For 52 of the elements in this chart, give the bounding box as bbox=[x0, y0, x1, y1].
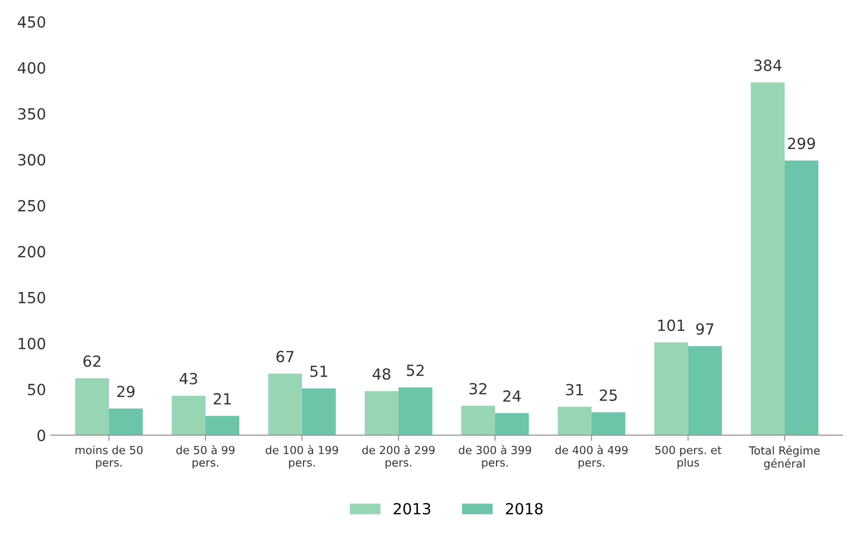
y-tick-label: 0 bbox=[37, 430, 46, 442]
y-tick-label: 250 bbox=[18, 200, 46, 212]
data-label: 21 bbox=[214, 393, 231, 404]
legend-label: 2018 bbox=[506, 502, 543, 515]
x-tick-label: de 200 à 299 pers. bbox=[362, 445, 435, 469]
bar bbox=[398, 387, 432, 436]
x-tick-label: de 400 à 499 pers. bbox=[555, 445, 628, 469]
bar bbox=[558, 406, 592, 436]
x-tick-label: de 50 à 99 pers. bbox=[176, 445, 234, 469]
y-tick-label: 450 bbox=[18, 16, 46, 28]
x-tick-label: 500 pers. et plus bbox=[655, 446, 722, 469]
y-tick-label: 350 bbox=[18, 108, 46, 120]
bar bbox=[108, 408, 143, 436]
bar bbox=[302, 388, 336, 436]
y-tick-label: 50 bbox=[28, 384, 46, 396]
data-label: 25 bbox=[600, 389, 617, 401]
bar bbox=[688, 346, 722, 436]
data-label: 32 bbox=[470, 382, 486, 395]
data-label: 299 bbox=[788, 138, 815, 150]
data-label: 384 bbox=[754, 60, 782, 72]
bar bbox=[654, 342, 688, 436]
data-label: 29 bbox=[117, 386, 135, 398]
data-label: 67 bbox=[276, 350, 294, 362]
x-tick-label: de 300 à 399 pers. bbox=[458, 445, 532, 469]
bar bbox=[75, 378, 109, 436]
bar bbox=[172, 396, 206, 436]
x-tick-label: de 100 à 199 pers. bbox=[266, 445, 338, 469]
bar bbox=[461, 406, 496, 436]
bar bbox=[205, 416, 240, 436]
bar bbox=[364, 391, 399, 436]
data-label: 31 bbox=[566, 384, 583, 396]
data-label: 43 bbox=[180, 372, 198, 384]
y-tick-label: 200 bbox=[18, 246, 46, 258]
y-tick-label: 100 bbox=[18, 338, 46, 350]
bar bbox=[495, 413, 529, 436]
y-tick-label: 300 bbox=[18, 154, 46, 166]
legend-label: 2013 bbox=[394, 502, 430, 515]
data-label: 62 bbox=[83, 355, 100, 367]
bar bbox=[268, 374, 302, 436]
data-label: 97 bbox=[696, 323, 714, 335]
bar bbox=[784, 160, 818, 436]
bar bbox=[592, 412, 626, 436]
bar bbox=[750, 82, 785, 436]
data-label: 101 bbox=[658, 320, 684, 332]
x-tick-label: moins de 50 pers. bbox=[76, 446, 143, 469]
data-label: 52 bbox=[406, 364, 424, 376]
data-label: 24 bbox=[503, 390, 521, 402]
data-label: 48 bbox=[372, 368, 390, 380]
y-tick-label: 150 bbox=[18, 292, 46, 304]
data-label: 51 bbox=[310, 366, 328, 378]
y-tick-label: 400 bbox=[18, 62, 46, 74]
x-tick-label: Total Régime général bbox=[748, 446, 820, 470]
